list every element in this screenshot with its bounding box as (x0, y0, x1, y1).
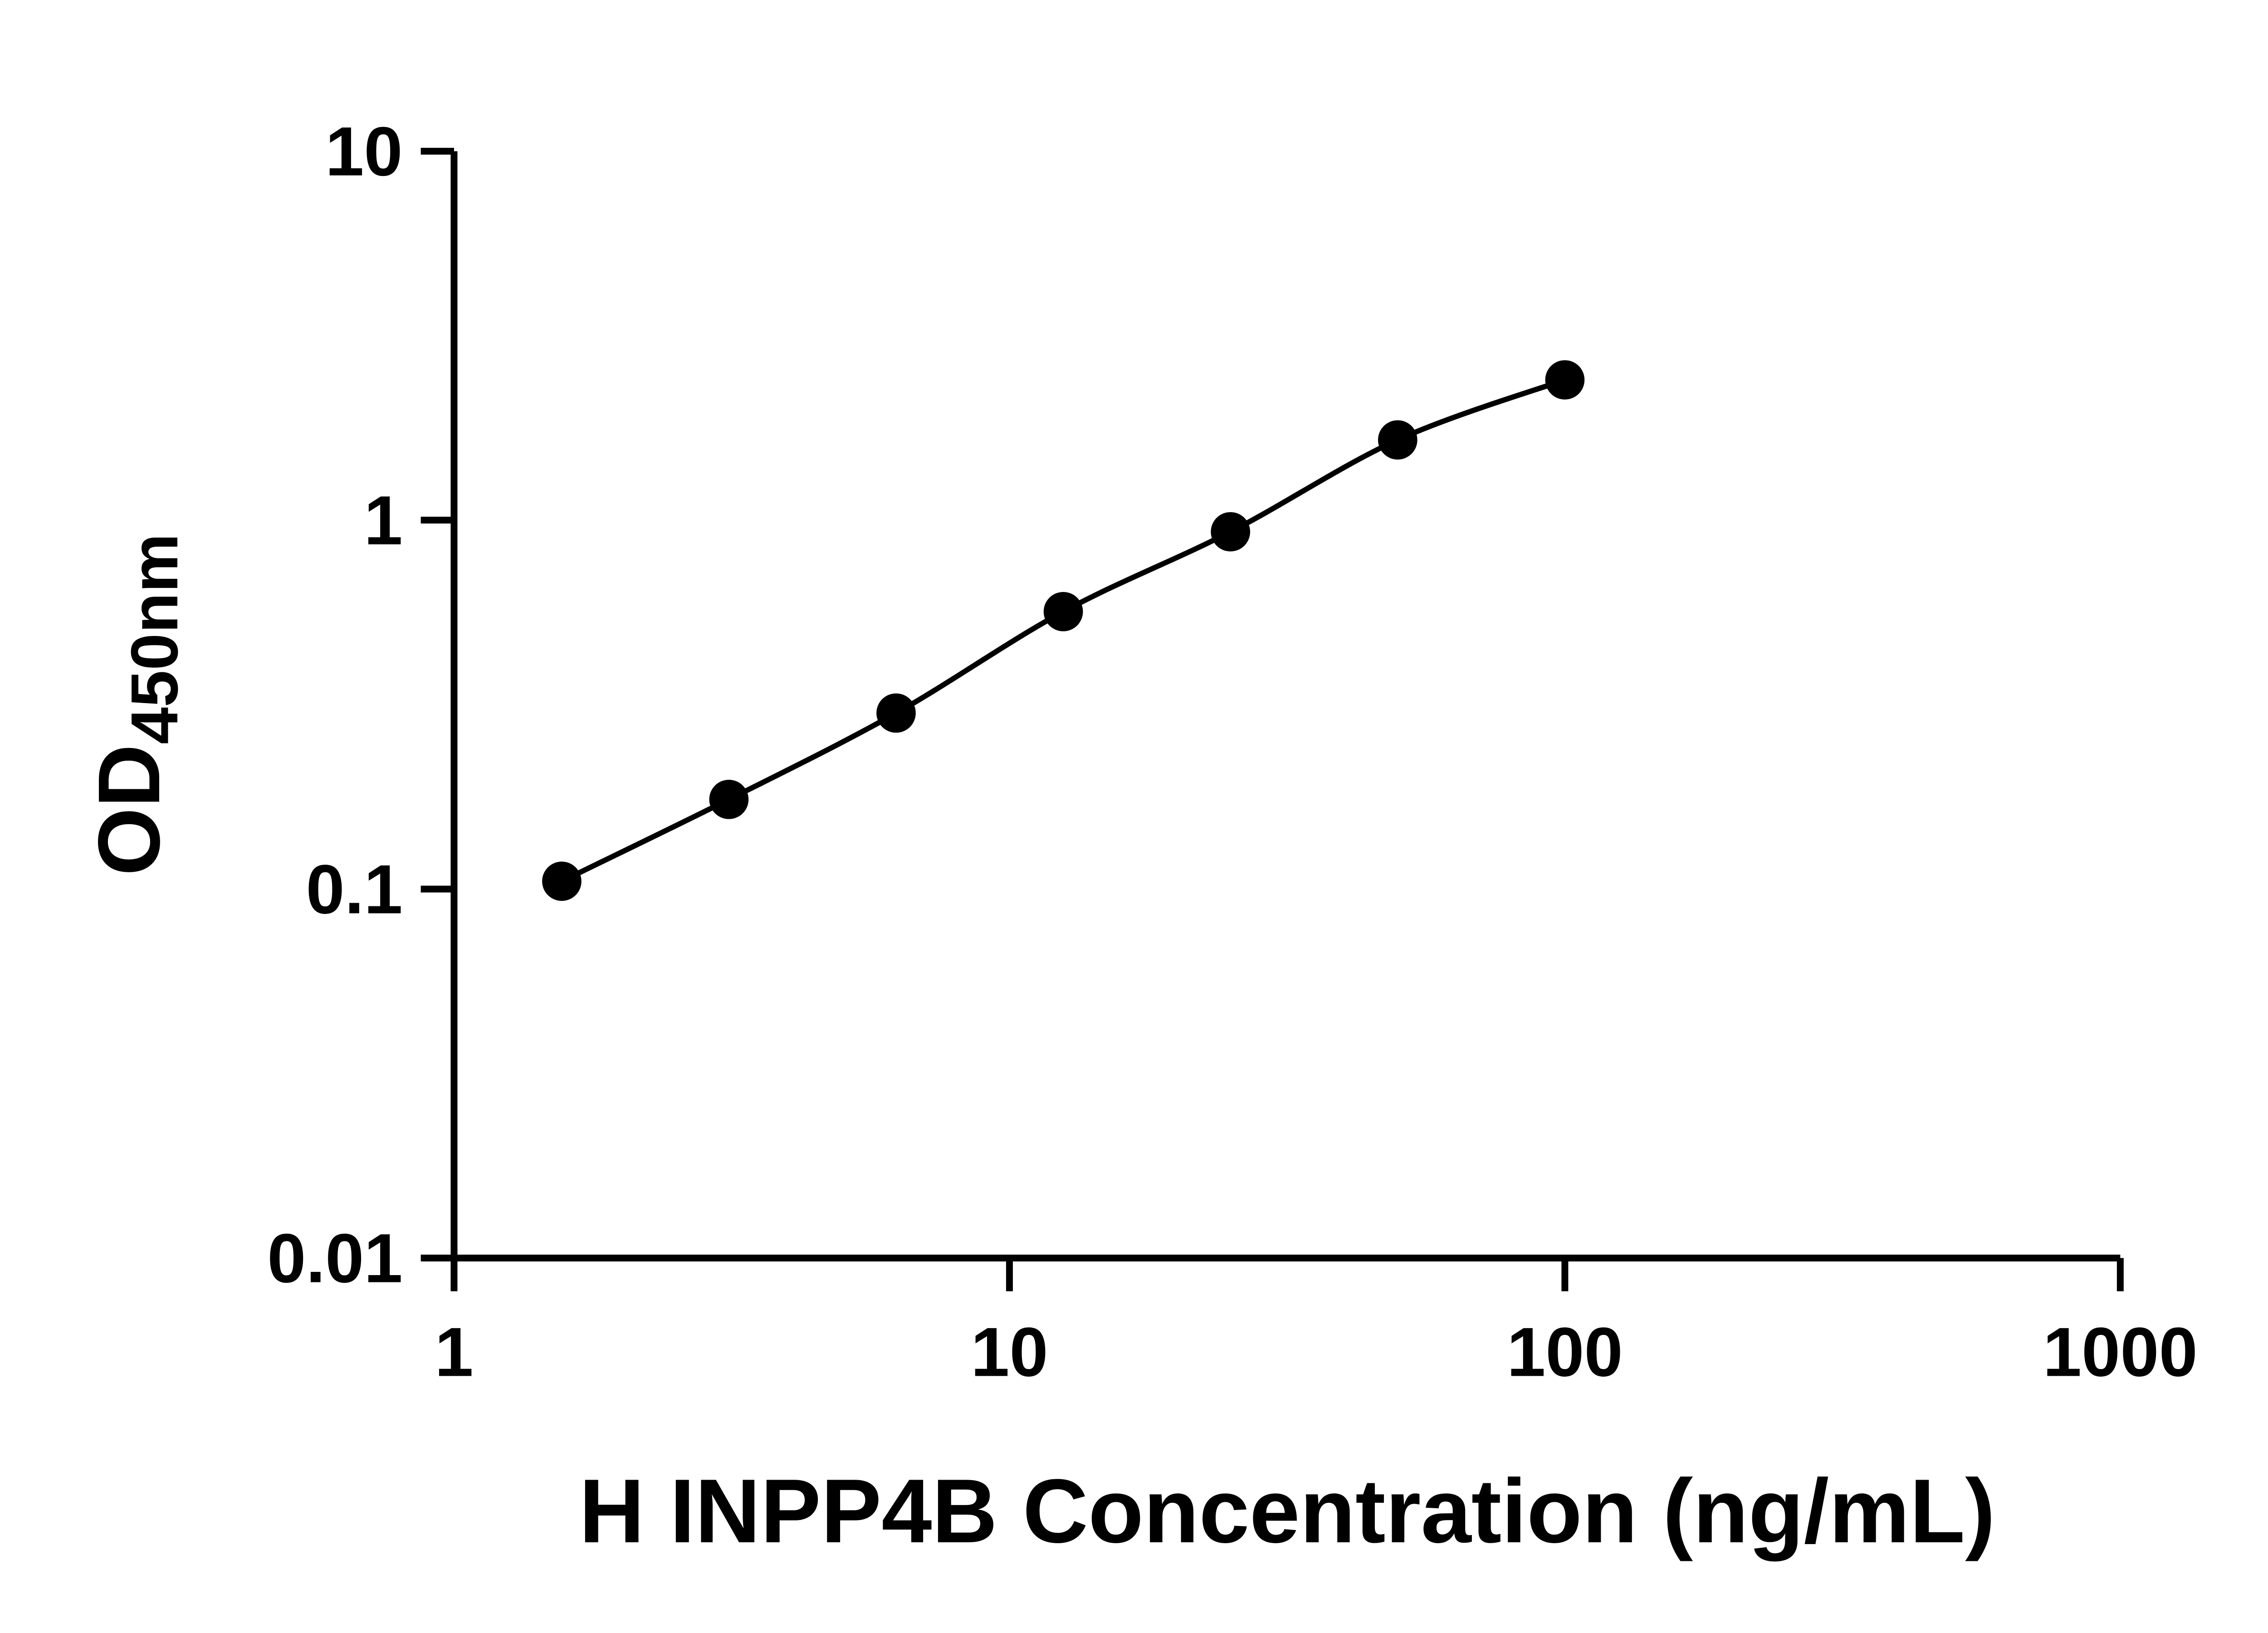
x-tick-label: 1000 (2043, 1313, 2198, 1391)
data-point (876, 693, 916, 733)
data-point (1211, 512, 1251, 552)
data-point (1378, 420, 1418, 460)
data-point (709, 779, 749, 819)
x-tick-label: 100 (1507, 1313, 1623, 1391)
y-tick-label: 10 (325, 113, 403, 191)
ticks-layer (420, 147, 2124, 1291)
data-point (1043, 592, 1083, 631)
tick-labels-layer: 10 1 0.1 0.01 1 10 100 1000 (267, 113, 2198, 1391)
axes-frame (450, 151, 2121, 1261)
y-axis-title-subscript: 450nm (117, 533, 192, 744)
data-point (542, 861, 582, 901)
data-point (1545, 360, 1585, 400)
x-tick-label: 1 (435, 1313, 473, 1391)
axes-layer (450, 151, 2121, 1261)
y-axis-title: OD450nm (80, 533, 192, 876)
y-tick-label: 0.1 (306, 851, 403, 928)
x-axis-title: H INPP4B Concentration (ng/mL) (579, 1461, 1995, 1562)
data-series-layer (542, 360, 1585, 901)
y-axis-title-main: OD (80, 744, 178, 876)
y-tick-label: 1 (364, 482, 402, 559)
y-tick-label: 0.01 (267, 1220, 402, 1297)
x-tick-label: 10 (971, 1313, 1048, 1391)
